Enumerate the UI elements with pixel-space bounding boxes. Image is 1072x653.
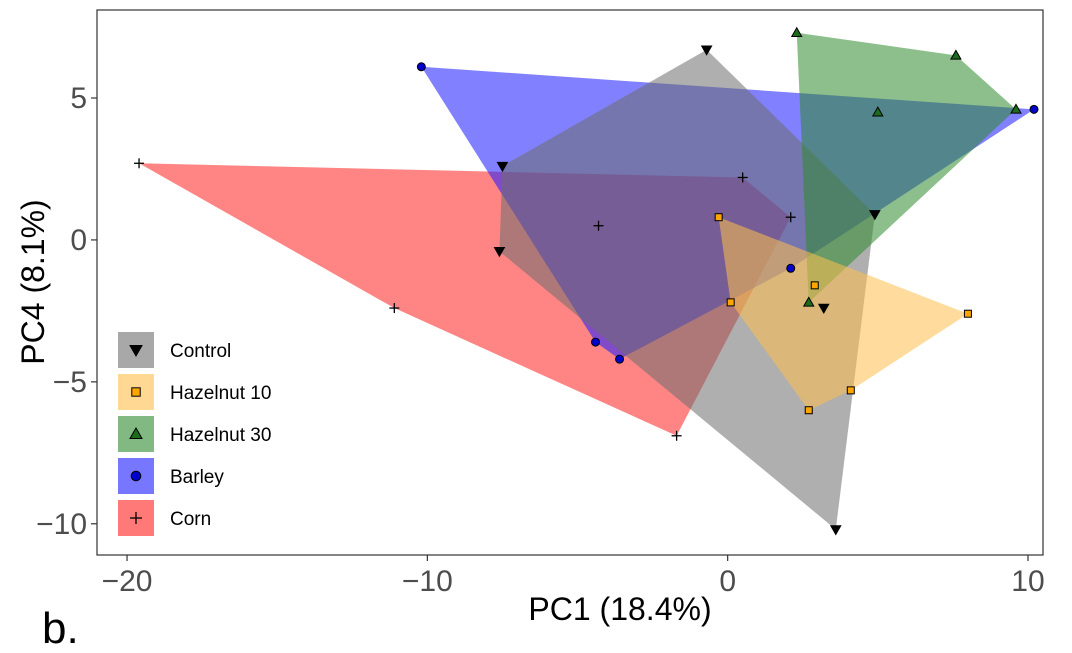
point-corn-5 <box>389 303 400 314</box>
point-hazelnut-30-1 <box>790 26 803 37</box>
point-control-5 <box>493 247 506 258</box>
y-tick-label: −5 <box>53 366 87 399</box>
point-hazelnut-10-3 <box>810 281 819 290</box>
legend-marker <box>129 426 143 439</box>
points-layer <box>134 26 1039 536</box>
legend-label: Barley <box>170 467 224 488</box>
x-axis-title: PC1 (18.4%) <box>528 591 711 627</box>
y-axis: −10 −5 0 5 <box>36 82 97 541</box>
legend-marker <box>130 470 142 482</box>
point-control-1 <box>700 45 713 56</box>
legend-marker <box>130 512 142 524</box>
y-axis-title: PC4 (8.1%) <box>15 199 51 364</box>
hull-hazelnut-30 <box>796 32 1016 303</box>
panel-label: b. <box>42 604 79 653</box>
point-hazelnut-30-3 <box>1010 103 1022 114</box>
legend-item-barley: Barley <box>118 458 224 494</box>
point-corn-4 <box>593 220 604 231</box>
point-hazelnut-10-4 <box>846 386 855 395</box>
point-barley-5 <box>591 337 601 347</box>
legend-label: Corn <box>170 509 211 530</box>
point-control-2 <box>868 210 881 221</box>
legend-label: Control <box>170 341 231 362</box>
legend-marker <box>129 345 143 358</box>
point-hazelnut-30-4 <box>871 106 884 117</box>
legend-item-control: Control <box>118 332 231 368</box>
point-control-6 <box>496 161 509 173</box>
hull-layer <box>139 32 1034 530</box>
x-tick-label: 10 <box>1011 565 1044 598</box>
point-hazelnut-10-2 <box>963 309 972 318</box>
point-hazelnut-30-5 <box>802 296 815 307</box>
y-tick-label: 5 <box>70 82 87 115</box>
legend-item-corn: Corn <box>118 500 211 536</box>
x-tick-label: −20 <box>102 565 153 598</box>
point-hazelnut-10-5 <box>804 406 813 415</box>
point-barley-1 <box>416 62 426 72</box>
hull-control <box>499 49 875 530</box>
plot-panel-border <box>96 9 1044 556</box>
legend: Control Hazelnut 10 Hazelnut 30 Barley Corn <box>118 332 271 536</box>
x-tick-label: −10 <box>402 565 453 598</box>
point-barley-2 <box>1029 104 1039 114</box>
point-corn-3 <box>785 212 796 223</box>
point-hazelnut-10-1 <box>714 213 723 222</box>
legend-item-hazelnut-10: Hazelnut 10 <box>118 374 271 410</box>
point-hazelnut-30-2 <box>950 49 962 60</box>
legend-label: Hazelnut 10 <box>170 383 271 404</box>
point-hazelnut-10-6 <box>726 298 735 307</box>
point-corn-1 <box>134 158 145 169</box>
point-barley-4 <box>615 354 625 364</box>
legend-label: Hazelnut 30 <box>170 425 271 446</box>
x-tick-label: 0 <box>719 565 736 598</box>
legend-item-hazelnut-30: Hazelnut 30 <box>118 416 271 452</box>
legend-marker <box>131 387 141 397</box>
hull-hazelnut-10 <box>718 217 968 411</box>
x-axis: −20 −10 0 10 <box>102 555 1045 598</box>
point-corn-6 <box>671 430 682 441</box>
y-tick-label: 0 <box>70 224 87 257</box>
point-corn-2 <box>737 172 748 183</box>
point-barley-3 <box>786 263 796 273</box>
point-control-3 <box>817 303 830 315</box>
point-control-4 <box>829 525 842 536</box>
y-tick-label: −10 <box>36 508 87 541</box>
